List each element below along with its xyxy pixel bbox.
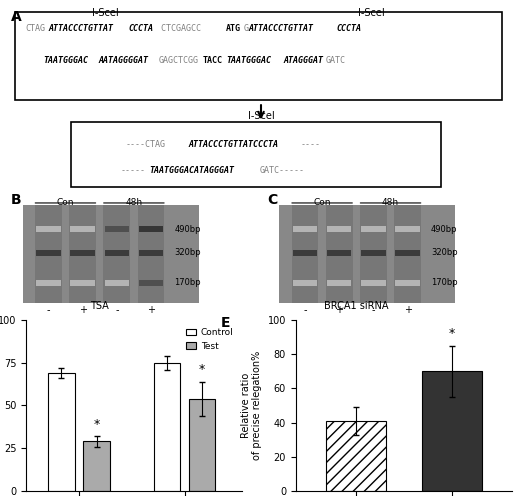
Text: 48h: 48h: [382, 198, 399, 207]
Text: 170bp: 170bp: [174, 278, 201, 287]
Bar: [327, 250, 351, 256]
FancyBboxPatch shape: [70, 123, 442, 186]
Text: ----: ----: [300, 140, 320, 149]
Text: -: -: [46, 306, 50, 315]
Text: A: A: [10, 10, 21, 24]
Text: GAGCTCGG: GAGCTCGG: [158, 56, 198, 64]
Bar: [69, 205, 96, 303]
Text: 170bp: 170bp: [431, 278, 457, 287]
Text: ATTACCCTGTTAT: ATTACCCTGTTAT: [48, 24, 113, 33]
Y-axis label: Relative ratio
of precise relegation%: Relative ratio of precise relegation%: [241, 351, 262, 460]
Bar: [293, 280, 317, 286]
Bar: [139, 250, 163, 256]
Text: 320bp: 320bp: [174, 248, 201, 257]
Bar: [396, 226, 420, 232]
Bar: [84, 441, 110, 491]
Bar: [70, 226, 95, 232]
Text: 320bp: 320bp: [431, 248, 457, 257]
Bar: [48, 373, 75, 491]
Text: +: +: [147, 306, 155, 315]
Text: ATTACCCTGTTAT: ATTACCCTGTTAT: [248, 24, 314, 33]
Bar: [326, 205, 353, 303]
Text: ATTACCCTGTTATCCCTA: ATTACCCTGTTATCCCTA: [188, 140, 278, 149]
Bar: [139, 226, 163, 232]
Bar: [70, 280, 95, 286]
Bar: [104, 226, 129, 232]
Text: GATC: GATC: [325, 56, 345, 64]
Text: -----: -----: [121, 166, 146, 175]
Bar: [22, 205, 199, 303]
Bar: [189, 399, 216, 491]
Text: I-SceI: I-SceI: [92, 8, 119, 18]
Text: 48h: 48h: [125, 198, 143, 207]
Text: +: +: [78, 306, 87, 315]
Bar: [154, 363, 180, 491]
Text: BRCA1 siRNA: BRCA1 siRNA: [324, 301, 388, 311]
Bar: [394, 205, 421, 303]
Text: E: E: [220, 316, 230, 330]
Text: +: +: [335, 306, 343, 315]
Text: TAATGGGACATAGGGAT: TAATGGGACATAGGGAT: [150, 166, 235, 175]
Text: +: +: [404, 306, 412, 315]
Text: ATG: ATG: [226, 24, 241, 33]
Text: CTAG: CTAG: [26, 24, 45, 33]
Text: G: G: [243, 24, 248, 33]
Bar: [36, 280, 61, 286]
Text: ----CTAG: ----CTAG: [126, 140, 165, 149]
Text: TAATGGGAC: TAATGGGAC: [226, 56, 271, 64]
Bar: [361, 226, 386, 232]
Text: TACC: TACC: [203, 56, 223, 64]
Text: -: -: [115, 306, 118, 315]
FancyBboxPatch shape: [16, 12, 502, 100]
Text: *: *: [93, 418, 100, 431]
Text: C: C: [267, 193, 277, 207]
Bar: [36, 250, 61, 256]
Text: CTCGAGCC: CTCGAGCC: [156, 24, 201, 33]
Bar: [292, 205, 318, 303]
Text: I-SceI: I-SceI: [247, 112, 275, 122]
Text: Con: Con: [313, 198, 331, 207]
Bar: [293, 250, 317, 256]
Bar: [396, 280, 420, 286]
Text: TAATGGGAC: TAATGGGAC: [43, 56, 88, 64]
Text: 490bp: 490bp: [431, 225, 457, 234]
Text: *: *: [199, 364, 205, 376]
Text: B: B: [10, 193, 21, 207]
Text: GATC-----: GATC-----: [260, 166, 305, 175]
Text: AATAGGGGAT: AATAGGGGAT: [98, 56, 148, 64]
Legend: Control, Test: Control, Test: [182, 324, 238, 354]
Text: -: -: [372, 306, 375, 315]
Bar: [361, 280, 386, 286]
Bar: [35, 205, 62, 303]
Bar: [361, 250, 386, 256]
Bar: [327, 226, 351, 232]
Bar: [279, 205, 455, 303]
Bar: [422, 371, 482, 491]
Text: 490bp: 490bp: [174, 225, 201, 234]
Bar: [360, 205, 387, 303]
Bar: [104, 250, 129, 256]
Bar: [293, 226, 317, 232]
Text: Con: Con: [57, 198, 74, 207]
Bar: [139, 280, 163, 286]
Text: I-SceI: I-SceI: [358, 8, 385, 18]
Text: *: *: [448, 327, 455, 340]
Bar: [36, 226, 61, 232]
Bar: [103, 205, 130, 303]
Bar: [138, 205, 164, 303]
Text: CCCTA: CCCTA: [128, 24, 153, 33]
Bar: [327, 280, 351, 286]
Text: TSA: TSA: [90, 301, 109, 311]
Bar: [104, 280, 129, 286]
Text: ATAGGGAT: ATAGGGAT: [283, 56, 324, 64]
Bar: [396, 250, 420, 256]
Bar: [70, 250, 95, 256]
Text: CCCTA: CCCTA: [336, 24, 361, 33]
Text: -: -: [303, 306, 307, 315]
Bar: [326, 421, 386, 491]
